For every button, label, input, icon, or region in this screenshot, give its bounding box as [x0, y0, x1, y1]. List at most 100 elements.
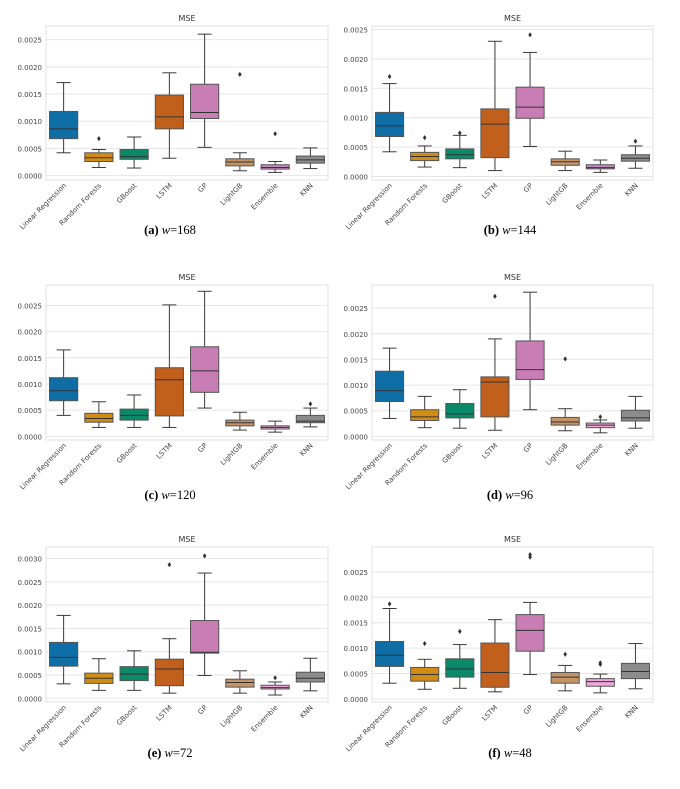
caption-value: =48: [512, 746, 532, 760]
y-tick-label: 0.0030: [18, 556, 43, 564]
plot-frame: [45, 25, 329, 181]
y-tick-label: 0.0005: [18, 672, 43, 680]
box-random-forests: [84, 401, 114, 428]
iqr-box: [119, 149, 149, 160]
box-knn: [620, 395, 650, 429]
x-tick-label: GP: [522, 182, 534, 194]
x-tick-label: LightGB: [219, 442, 244, 467]
iqr-box: [585, 164, 615, 170]
box-random-forests: [84, 658, 114, 691]
subplot-a: 0.0000 0.0005 0.0010 0.0015 0.0020 0.0025 MSE L…: [0, 0, 340, 263]
y-tick-label: 0.0000: [344, 173, 369, 181]
subplot-c: 0.0000 0.0005 0.0010 0.0015 0.0020 0.0025 MSE L…: [0, 263, 340, 526]
x-tick-label: Ensemble: [575, 182, 605, 212]
x-tick-label: Ensemble: [250, 442, 280, 472]
x-tick-label: LightGB: [544, 704, 569, 729]
subplot-caption: (c) w=120: [0, 488, 340, 503]
subplot-caption: (f) w=48: [340, 746, 680, 761]
iqr-box: [550, 672, 580, 684]
box-random-forests: [84, 136, 114, 168]
x-tick-label: LSTM: [155, 704, 174, 723]
y-tick-label: 0.0000: [18, 433, 43, 441]
y-tick-label: 0.0025: [18, 579, 43, 587]
caption-label: (f): [488, 746, 501, 760]
subplot-d: 0.0000 0.0005 0.0010 0.0015 0.0020 0.0025 MSE L…: [340, 263, 680, 526]
y-tick-label: 0.0015: [18, 91, 43, 99]
subplot-b: 0.0000 0.0005 0.0010 0.0015 0.0020 0.0025 MSE L…: [340, 0, 680, 263]
box-linear-regression: [375, 73, 405, 153]
box-random-forests: [410, 135, 440, 168]
iqr-box: [375, 111, 405, 138]
iqr-box: [154, 658, 184, 687]
box-ensemble: [585, 159, 615, 173]
box-lightgb: [225, 411, 255, 431]
iqr-box: [585, 678, 615, 687]
x-tick-label: LightGB: [544, 182, 569, 207]
x-tick-label: GBoost: [441, 182, 465, 206]
box-lstm: [480, 293, 510, 431]
box-random-forests: [410, 640, 440, 690]
box-lightgb: [225, 71, 255, 172]
x-tick-label: LSTM: [155, 182, 174, 201]
y-tick-label: 0.0020: [344, 594, 369, 602]
iqr-box: [375, 641, 405, 667]
boxplot-svg: 0.0000 0.0005 0.0010 0.0015 0.0020 0.0025 MSE L…: [344, 14, 654, 231]
box-linear-regression: [49, 349, 79, 416]
caption-variable: w: [161, 223, 171, 237]
caption-variable: w: [164, 746, 173, 760]
caption-label: (d): [486, 488, 503, 502]
iqr-box: [480, 376, 510, 418]
y-tick-label: 0.0010: [18, 118, 43, 126]
box-ensemble: [585, 414, 615, 434]
outlier-point: [458, 628, 462, 634]
box-gp: [515, 552, 545, 676]
outlier-point: [387, 73, 392, 80]
caption-value: =144: [510, 223, 537, 237]
y-tick-label: 0.0010: [18, 649, 43, 657]
outlier-point: [273, 131, 277, 137]
y-tick-label: 0.0005: [344, 408, 369, 416]
x-tick-label: KNN: [298, 704, 314, 720]
outlier-point: [238, 71, 242, 78]
iqr-box: [480, 108, 510, 159]
y-tick-label: 0.0025: [344, 305, 369, 313]
box-lightgb: [225, 670, 255, 694]
y-tick-label: 0.0010: [344, 382, 369, 390]
x-tick-label: GP: [197, 182, 209, 194]
iqr-box: [620, 409, 650, 422]
x-tick-label: Ensemble: [575, 704, 605, 734]
plot-frame: [45, 546, 329, 703]
chart-title: MSE: [178, 273, 195, 282]
outlier-point: [308, 401, 313, 407]
box-gboost: [119, 136, 149, 169]
y-tick-label: 0.0020: [18, 602, 43, 610]
outlier-point: [387, 601, 392, 607]
box-lightgb: [550, 651, 580, 692]
iqr-box: [84, 152, 114, 162]
outlier-point: [633, 138, 638, 144]
boxplot-svg: 0.0000 0.0005 0.0010 0.0015 0.0020 0.0025 MSE L…: [18, 14, 329, 231]
y-tick-label: 0.0005: [344, 144, 369, 152]
y-tick-label: 0.0015: [18, 625, 43, 633]
box-gp: [515, 32, 545, 147]
iqr-box: [445, 148, 475, 160]
x-tick-label: GP: [522, 442, 534, 454]
x-tick-label: KNN: [624, 182, 640, 198]
subplot-caption: (e) w=72: [0, 746, 340, 761]
box-ensemble: [260, 131, 290, 173]
outlier-point: [563, 356, 567, 362]
y-tick-label: 0.0025: [344, 569, 369, 577]
box-gboost: [445, 130, 475, 169]
iqr-box: [445, 658, 475, 678]
iqr-box: [480, 642, 510, 688]
box-lstm: [480, 40, 510, 172]
outlier-point: [458, 130, 462, 136]
box-lstm: [154, 304, 184, 428]
iqr-box: [515, 614, 545, 652]
iqr-box: [295, 671, 325, 683]
y-tick-label: 0.0000: [344, 433, 369, 441]
iqr-box: [190, 620, 220, 654]
box-gboost: [445, 389, 475, 429]
box-gboost: [445, 628, 475, 689]
outlier-point: [528, 32, 532, 38]
